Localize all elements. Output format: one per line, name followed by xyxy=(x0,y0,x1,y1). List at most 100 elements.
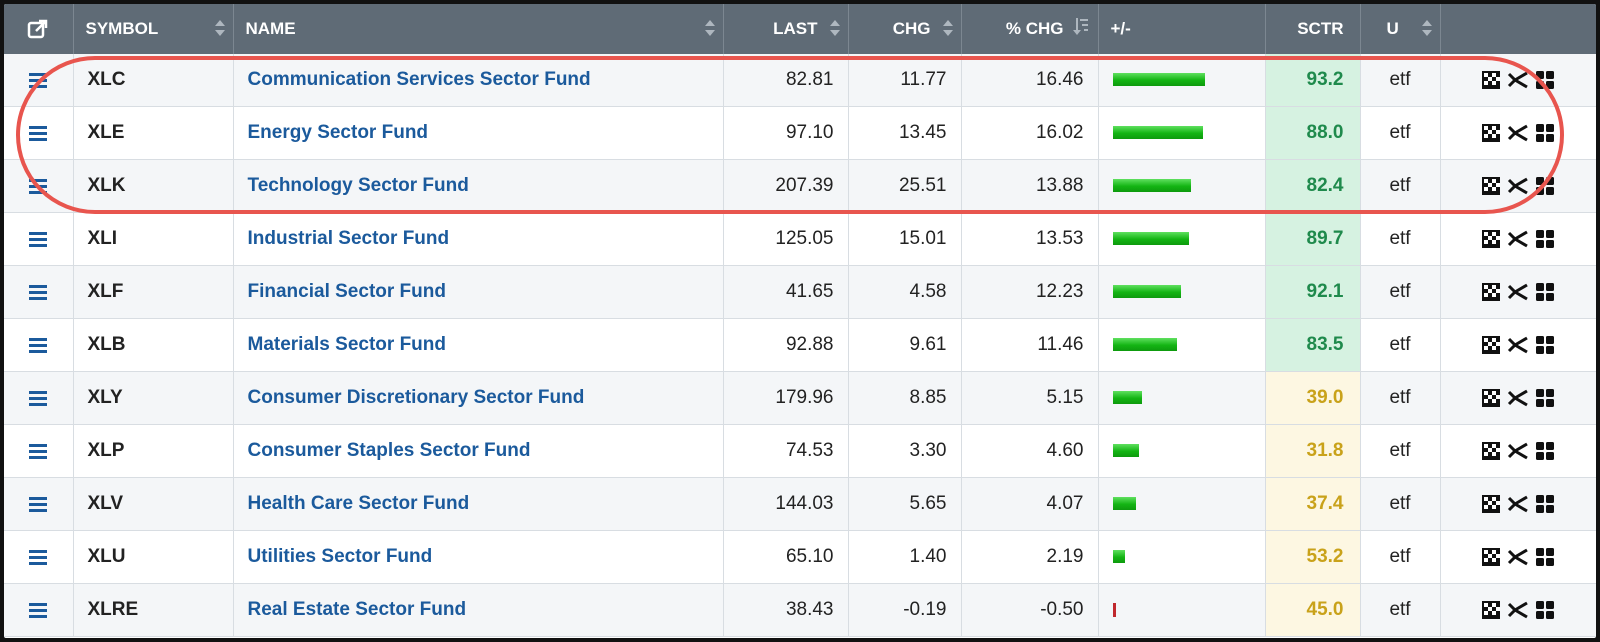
row-menu-cell[interactable] xyxy=(4,54,74,107)
grid-icon[interactable] xyxy=(1535,176,1555,196)
hamburger-menu-icon[interactable] xyxy=(29,125,48,141)
row-menu-cell[interactable] xyxy=(4,106,74,160)
pct-change-cell: 5.15 xyxy=(961,371,1099,425)
row-menu-cell[interactable] xyxy=(4,318,74,372)
fund-name-link[interactable]: Technology Sector Fund xyxy=(233,159,724,213)
chg-column-header[interactable]: CHG xyxy=(848,4,962,54)
sort-icon[interactable] xyxy=(829,20,840,38)
grid-icon[interactable] xyxy=(1535,70,1555,90)
fund-name-link[interactable]: Industrial Sector Fund xyxy=(233,212,724,266)
grid-icon[interactable] xyxy=(1535,123,1555,143)
crossover-icon[interactable] xyxy=(1507,176,1529,196)
fund-name-link[interactable]: Energy Sector Fund xyxy=(233,106,724,160)
fund-name-link[interactable]: Consumer Discretionary Sector Fund xyxy=(233,371,724,425)
sort-icon[interactable] xyxy=(214,20,225,38)
fund-name-link[interactable]: Real Estate Sector Fund xyxy=(233,583,724,637)
crossover-icon[interactable] xyxy=(1507,494,1529,514)
table-row[interactable]: XLE Energy Sector Fund 97.10 13.45 16.02 88.0… xyxy=(4,106,1596,160)
u-column-header[interactable]: U xyxy=(1360,4,1441,54)
hamburger-menu-icon[interactable] xyxy=(29,549,48,565)
checkered-chart-icon[interactable] xyxy=(1481,494,1501,514)
hamburger-menu-icon[interactable] xyxy=(29,496,48,512)
pct-change-cell: 11.46 xyxy=(961,318,1099,372)
table-row[interactable]: XLF Financial Sector Fund 41.65 4.58 12.23 92… xyxy=(4,265,1596,319)
checkered-chart-icon[interactable] xyxy=(1481,441,1501,461)
row-menu-cell[interactable] xyxy=(4,159,74,213)
grid-icon[interactable] xyxy=(1535,388,1555,408)
export-column-header[interactable] xyxy=(4,4,74,54)
change-bar xyxy=(1112,338,1177,352)
row-menu-cell[interactable] xyxy=(4,583,74,637)
hamburger-menu-icon[interactable] xyxy=(29,337,48,353)
crossover-icon[interactable] xyxy=(1507,600,1529,620)
symbol-column-header[interactable]: SYMBOL xyxy=(73,4,234,54)
checkered-chart-icon[interactable] xyxy=(1481,547,1501,567)
grid-icon[interactable] xyxy=(1535,282,1555,302)
checkered-chart-icon[interactable] xyxy=(1481,388,1501,408)
crossover-icon[interactable] xyxy=(1507,547,1529,567)
checkered-chart-icon[interactable] xyxy=(1481,282,1501,302)
row-menu-cell[interactable] xyxy=(4,530,74,584)
pct-chg-column-header[interactable]: % CHG xyxy=(961,4,1099,54)
row-menu-cell[interactable] xyxy=(4,265,74,319)
table-row[interactable]: XLY Consumer Discretionary Sector Fund 179… xyxy=(4,371,1596,425)
checkered-chart-icon[interactable] xyxy=(1481,335,1501,355)
hamburger-menu-icon[interactable] xyxy=(29,390,48,406)
checkered-chart-icon[interactable] xyxy=(1481,123,1501,143)
crossover-icon[interactable] xyxy=(1507,441,1529,461)
sort-descending-icon[interactable] xyxy=(1072,18,1088,36)
hamburger-menu-icon[interactable] xyxy=(29,602,48,618)
fund-name-link[interactable]: Health Care Sector Fund xyxy=(233,477,724,531)
crossover-icon[interactable] xyxy=(1507,229,1529,249)
grid-icon[interactable] xyxy=(1535,494,1555,514)
table-row[interactable]: XLRE Real Estate Sector Fund 38.43 -0.19 -0.… xyxy=(4,583,1596,637)
hamburger-menu-icon[interactable] xyxy=(29,443,48,459)
row-menu-cell[interactable] xyxy=(4,477,74,531)
table-row[interactable]: XLP Consumer Staples Sector Fund 74.53 3.30… xyxy=(4,424,1596,478)
table-row[interactable]: XLI Industrial Sector Fund 125.05 15.01 13.5… xyxy=(4,212,1596,266)
row-actions-cell xyxy=(1440,477,1596,531)
sort-icon[interactable] xyxy=(1421,20,1432,38)
row-menu-cell[interactable] xyxy=(4,371,74,425)
crossover-icon[interactable] xyxy=(1507,388,1529,408)
grid-icon[interactable] xyxy=(1535,229,1555,249)
table-row[interactable]: XLU Utilities Sector Fund 65.10 1.40 2.19 53.… xyxy=(4,530,1596,584)
hamburger-menu-icon[interactable] xyxy=(29,72,48,88)
hamburger-menu-icon[interactable] xyxy=(29,284,48,300)
last-column-header[interactable]: LAST xyxy=(723,4,849,54)
name-column-header[interactable]: NAME xyxy=(233,4,724,54)
table-row[interactable]: XLV Health Care Sector Fund 144.03 5.65 4.07… xyxy=(4,477,1596,531)
hamburger-menu-icon[interactable] xyxy=(29,231,48,247)
external-link-icon[interactable] xyxy=(27,18,49,40)
plus-minus-column-header: +/- xyxy=(1098,4,1266,54)
fund-name-link[interactable]: Utilities Sector Fund xyxy=(233,530,724,584)
fund-name-link[interactable]: Materials Sector Fund xyxy=(233,318,724,372)
crossover-icon[interactable] xyxy=(1507,282,1529,302)
grid-icon[interactable] xyxy=(1535,441,1555,461)
change-bar-cell xyxy=(1098,159,1266,213)
grid-icon[interactable] xyxy=(1535,547,1555,567)
last-price-cell: 92.88 xyxy=(723,318,849,372)
fund-name-link[interactable]: Consumer Staples Sector Fund xyxy=(233,424,724,478)
checkered-chart-icon[interactable] xyxy=(1481,70,1501,90)
crossover-icon[interactable] xyxy=(1507,123,1529,143)
row-menu-cell[interactable] xyxy=(4,212,74,266)
grid-icon[interactable] xyxy=(1535,600,1555,620)
table-row[interactable]: XLK Technology Sector Fund 207.39 25.51 13.8… xyxy=(4,159,1596,213)
sort-icon[interactable] xyxy=(704,20,715,38)
grid-icon[interactable] xyxy=(1535,335,1555,355)
crossover-icon[interactable] xyxy=(1507,70,1529,90)
checkered-chart-icon[interactable] xyxy=(1481,176,1501,196)
row-menu-cell[interactable] xyxy=(4,424,74,478)
crossover-icon[interactable] xyxy=(1507,335,1529,355)
change-cell: 15.01 xyxy=(848,212,962,266)
hamburger-menu-icon[interactable] xyxy=(29,178,48,194)
checkered-chart-icon[interactable] xyxy=(1481,600,1501,620)
fund-name-link[interactable]: Financial Sector Fund xyxy=(233,265,724,319)
sctr-column-header[interactable]: SCTR xyxy=(1265,4,1361,54)
table-row[interactable]: XLB Materials Sector Fund 92.88 9.61 11.46 83… xyxy=(4,318,1596,372)
checkered-chart-icon[interactable] xyxy=(1481,229,1501,249)
table-row[interactable]: XLC Communication Services Sector Fund 82.… xyxy=(4,54,1596,107)
sort-icon[interactable] xyxy=(942,20,953,38)
fund-name-link[interactable]: Communication Services Sector Fund xyxy=(233,54,724,107)
